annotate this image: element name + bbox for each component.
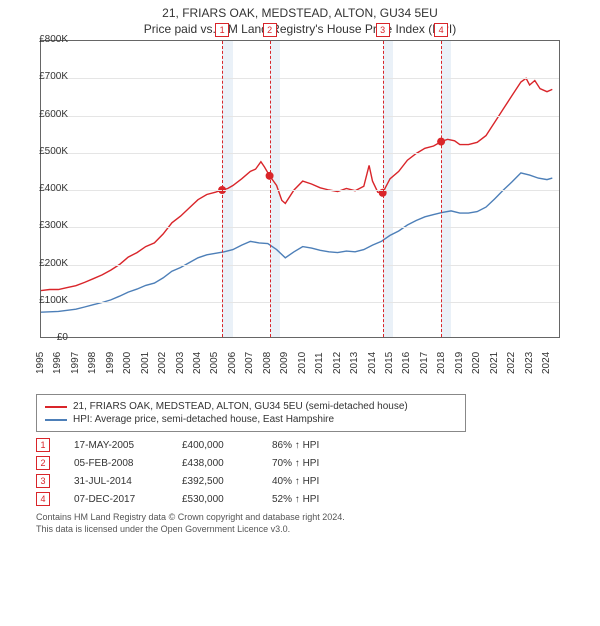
marker-line xyxy=(441,41,442,337)
marker-line xyxy=(383,41,384,337)
x-tick-label: 2007 xyxy=(244,340,255,374)
gridline xyxy=(41,153,559,154)
x-tick-label: 1997 xyxy=(70,340,81,374)
x-tick-label: 1999 xyxy=(105,340,116,374)
legend-swatch xyxy=(45,419,67,421)
y-tick-label: £700K xyxy=(28,71,68,82)
x-tick-label: 2001 xyxy=(140,340,151,374)
marker-box: 3 xyxy=(376,23,390,37)
x-tick-label: 2014 xyxy=(367,340,378,374)
x-tick-label: 2018 xyxy=(436,340,447,374)
sale-date: 31-JUL-2014 xyxy=(74,476,158,487)
sale-pct: 52% ↑ HPI xyxy=(272,494,332,505)
sale-price: £438,000 xyxy=(182,458,248,469)
marker-box: 1 xyxy=(215,23,229,37)
marker-box: 4 xyxy=(434,23,448,37)
sale-pct: 70% ↑ HPI xyxy=(272,458,332,469)
footer: Contains HM Land Registry data © Crown c… xyxy=(36,512,582,535)
sale-row: 2 05-FEB-2008 £438,000 70% ↑ HPI xyxy=(36,456,582,470)
series-hpi xyxy=(41,173,552,312)
sales-table: 1 17-MAY-2005 £400,000 86% ↑ HPI 2 05-FEB-200… xyxy=(36,438,582,506)
y-tick-label: £600K xyxy=(28,109,68,120)
legend-swatch xyxy=(45,406,67,408)
x-tick-label: 2023 xyxy=(524,340,535,374)
x-tick-label: 2020 xyxy=(471,340,482,374)
footer-line2: This data is licensed under the Open Gov… xyxy=(36,524,582,536)
gridline xyxy=(41,265,559,266)
x-tick-label: 2021 xyxy=(489,340,500,374)
x-tick-label: 2006 xyxy=(227,340,238,374)
x-tick-label: 2024 xyxy=(541,340,552,374)
x-tick-label: 1995 xyxy=(35,340,46,374)
sale-index-box: 1 xyxy=(36,438,50,452)
sale-date: 05-FEB-2008 xyxy=(74,458,158,469)
legend: 21, FRIARS OAK, MEDSTEAD, ALTON, GU34 5E… xyxy=(36,394,466,432)
sale-pct: 86% ↑ HPI xyxy=(272,440,332,451)
legend-row: 21, FRIARS OAK, MEDSTEAD, ALTON, GU34 5E… xyxy=(45,401,457,412)
gridline xyxy=(41,116,559,117)
x-tick-label: 2009 xyxy=(279,340,290,374)
sale-row: 1 17-MAY-2005 £400,000 86% ↑ HPI xyxy=(36,438,582,452)
x-tick-label: 2016 xyxy=(401,340,412,374)
x-tick-label: 2003 xyxy=(175,340,186,374)
y-tick-label: £500K xyxy=(28,146,68,157)
sale-index-box: 2 xyxy=(36,456,50,470)
chart-subtitle: Price paid vs. HM Land Registry's House … xyxy=(0,22,600,36)
sale-date: 07-DEC-2017 xyxy=(74,494,158,505)
x-tick-label: 2010 xyxy=(297,340,308,374)
x-tick-label: 2008 xyxy=(262,340,273,374)
x-tick-label: 2002 xyxy=(157,340,168,374)
x-tick-label: 2022 xyxy=(506,340,517,374)
gridline xyxy=(41,227,559,228)
legend-label: HPI: Average price, semi-detached house,… xyxy=(73,414,334,425)
sale-index-box: 3 xyxy=(36,474,50,488)
sale-date: 17-MAY-2005 xyxy=(74,440,158,451)
y-tick-label: £300K xyxy=(28,220,68,231)
sale-pct: 40% ↑ HPI xyxy=(272,476,332,487)
series-price_paid xyxy=(41,78,552,290)
sale-row: 3 31-JUL-2014 £392,500 40% ↑ HPI xyxy=(36,474,582,488)
gridline xyxy=(41,190,559,191)
chart-area: 1234 £0£100K£200K£300K£400K£500K£600K£70… xyxy=(36,40,596,388)
x-tick-label: 1996 xyxy=(52,340,63,374)
y-tick-label: £200K xyxy=(28,258,68,269)
marker-box: 2 xyxy=(263,23,277,37)
x-tick-label: 2019 xyxy=(454,340,465,374)
chart-title: 21, FRIARS OAK, MEDSTEAD, ALTON, GU34 5E… xyxy=(0,6,600,20)
x-tick-label: 2004 xyxy=(192,340,203,374)
x-tick-label: 2012 xyxy=(332,340,343,374)
sale-price: £530,000 xyxy=(182,494,248,505)
legend-label: 21, FRIARS OAK, MEDSTEAD, ALTON, GU34 5E… xyxy=(73,401,408,412)
x-tick-label: 2015 xyxy=(384,340,395,374)
marker-line xyxy=(270,41,271,337)
x-tick-label: 2000 xyxy=(122,340,133,374)
x-tick-label: 2017 xyxy=(419,340,430,374)
legend-row: HPI: Average price, semi-detached house,… xyxy=(45,414,457,425)
y-tick-label: £100K xyxy=(28,295,68,306)
sale-price: £392,500 xyxy=(182,476,248,487)
sale-price: £400,000 xyxy=(182,440,248,451)
gridline xyxy=(41,78,559,79)
gridline xyxy=(41,302,559,303)
marker-line xyxy=(222,41,223,337)
x-tick-label: 2005 xyxy=(209,340,220,374)
plot-area: 1234 xyxy=(40,40,560,338)
footer-line1: Contains HM Land Registry data © Crown c… xyxy=(36,512,582,524)
sale-index-box: 4 xyxy=(36,492,50,506)
y-tick-label: £400K xyxy=(28,183,68,194)
sale-row: 4 07-DEC-2017 £530,000 52% ↑ HPI xyxy=(36,492,582,506)
x-tick-label: 2011 xyxy=(314,340,325,374)
y-tick-label: £800K xyxy=(28,34,68,45)
x-tick-label: 2013 xyxy=(349,340,360,374)
x-tick-label: 1998 xyxy=(87,340,98,374)
